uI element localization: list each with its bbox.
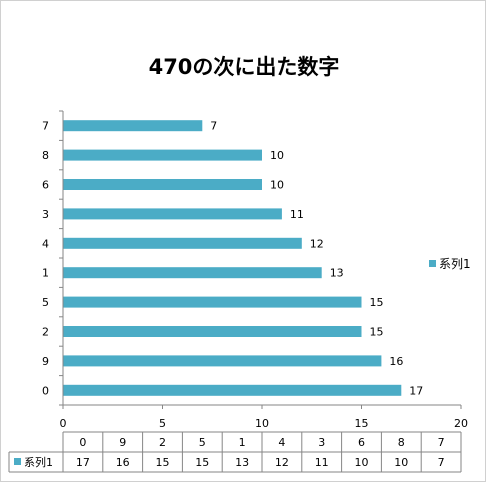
table-value-cell: 16 (116, 456, 130, 469)
bar (63, 149, 262, 161)
bar (63, 267, 322, 279)
y-tick-label: 1 (42, 267, 49, 280)
chart-title: 470の次に出た数字 (148, 55, 340, 79)
table-value-cell: 13 (235, 456, 249, 469)
bar (63, 120, 203, 132)
data-label: 13 (330, 267, 344, 280)
x-tick-label: 20 (454, 417, 468, 430)
bar (63, 355, 382, 367)
bar (63, 384, 402, 396)
table-header-cell: 8 (398, 436, 405, 449)
bar (63, 208, 282, 220)
table-header-cell: 0 (79, 436, 86, 449)
y-tick-label: 8 (42, 149, 49, 162)
x-tick-label: 5 (159, 417, 166, 430)
table-value-cell: 15 (156, 456, 170, 469)
y-tick-label: 6 (42, 179, 49, 192)
table-value-cell: 11 (315, 456, 329, 469)
data-label: 17 (409, 384, 423, 397)
legend-label: 系列1 (439, 257, 471, 271)
table-value-cell: 7 (438, 456, 445, 469)
x-tick-label: 0 (60, 417, 67, 430)
table-value-cell: 15 (195, 456, 209, 469)
data-label: 11 (290, 208, 304, 221)
bar (63, 326, 362, 337)
table-header-cell: 7 (438, 436, 445, 449)
table-header-cell: 9 (119, 436, 126, 449)
table-value-cell: 10 (355, 456, 369, 469)
table-header-cell: 3 (318, 436, 325, 449)
y-tick-label: 2 (42, 326, 49, 339)
data-label: 10 (270, 179, 284, 192)
table-value-cell: 10 (394, 456, 408, 469)
table-row-label: 系列1 (24, 455, 53, 469)
data-label: 7 (210, 120, 217, 133)
data-label: 15 (370, 296, 384, 309)
data-label: 16 (389, 355, 403, 368)
bar (63, 179, 262, 190)
y-tick-label: 0 (42, 384, 49, 397)
table-header-cell: 1 (239, 436, 246, 449)
y-tick-label: 5 (42, 296, 49, 309)
x-tick-label: 15 (355, 417, 369, 430)
y-tick-label: 9 (42, 355, 49, 368)
table-header-cell: 5 (199, 436, 206, 449)
y-tick-label: 7 (42, 120, 49, 133)
table-value-cell: 12 (275, 456, 289, 469)
data-label: 10 (270, 149, 284, 162)
table-value-cell: 17 (76, 456, 90, 469)
legend: 系列1 (429, 255, 471, 272)
data-label: 15 (370, 326, 384, 339)
y-tick-label: 3 (42, 208, 49, 221)
legend-swatch (429, 260, 436, 267)
table-legend-key (14, 458, 21, 465)
bar (63, 237, 302, 249)
x-tick-label: 10 (255, 417, 269, 430)
table-header-cell: 2 (159, 436, 166, 449)
table-header-cell: 4 (278, 436, 285, 449)
y-tick-label: 4 (42, 237, 49, 250)
data-label: 12 (310, 237, 324, 250)
table-header-cell: 6 (358, 436, 365, 449)
bar (63, 296, 362, 308)
